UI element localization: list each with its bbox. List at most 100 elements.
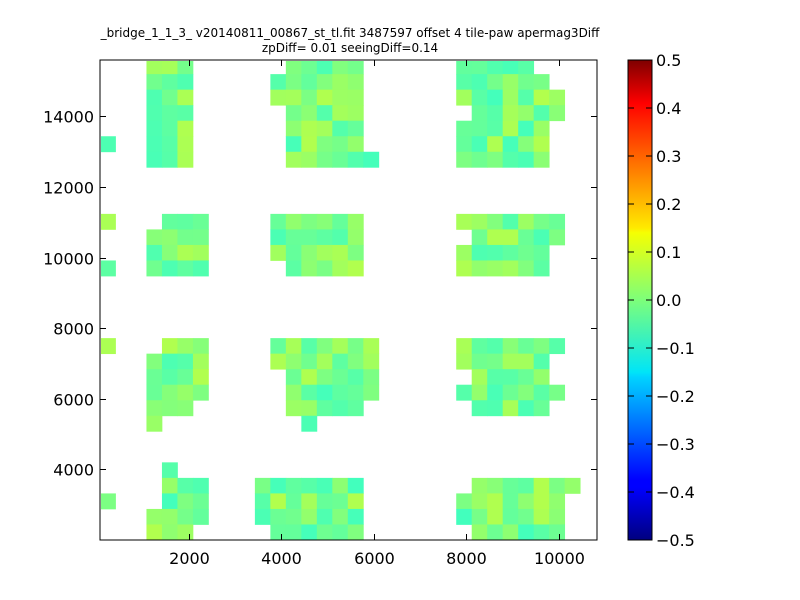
- heatmap-cell: [363, 384, 380, 401]
- heatmap-cell: [502, 105, 519, 122]
- colorbar-tick-label: 0.1: [656, 243, 681, 262]
- heatmap-cell: [347, 260, 364, 277]
- heatmap-cell: [332, 244, 349, 261]
- heatmap-cell: [270, 508, 287, 525]
- heatmap-cell: [254, 508, 271, 525]
- colorbar-tick-label: 0.0: [656, 291, 681, 310]
- heatmap-cell: [285, 400, 302, 417]
- heatmap-cell: [549, 89, 566, 106]
- heatmap-cell: [146, 229, 163, 246]
- heatmap-cell: [533, 136, 550, 153]
- heatmap-cell: [456, 244, 473, 261]
- heatmap-cell: [487, 244, 504, 261]
- heatmap-cell: [549, 213, 566, 230]
- heatmap-cell: [472, 43, 488, 59]
- heatmap-cell: [689, 59, 705, 75]
- heatmap-cell: [347, 229, 364, 246]
- heatmap-cell: [301, 61, 318, 75]
- heatmap-cell: [487, 74, 504, 91]
- heatmap-cell: [285, 384, 302, 401]
- heatmap-cell: [471, 120, 488, 137]
- y-tick-label: 8000: [53, 320, 94, 339]
- heatmap-cell: [177, 477, 194, 494]
- heatmap-cell: [332, 74, 349, 91]
- heatmap-cell: [192, 369, 209, 386]
- heatmap-cell: [533, 120, 550, 137]
- heatmap-cell: [177, 74, 194, 91]
- heatmap-cell: [192, 353, 209, 370]
- heatmap-cell: [192, 338, 209, 355]
- heatmap-cell: [689, 136, 705, 152]
- heatmap-cell: [301, 400, 318, 417]
- heatmap-cell: [285, 260, 302, 277]
- heatmap-cell: [549, 477, 566, 494]
- heatmap-cell: [704, 74, 720, 90]
- heatmap-cell: [301, 415, 318, 432]
- y-axis: 4000 6000 8000 10000 12000 14000: [43, 108, 597, 480]
- heatmap-cell: [689, 121, 705, 137]
- heatmap-cell: [704, 493, 720, 509]
- plot-frame: [99, 59, 598, 541]
- heatmap-cell: [471, 229, 488, 246]
- heatmap-cell: [502, 508, 519, 525]
- heatmap-cell: [611, 121, 627, 137]
- heatmap-cell: [161, 400, 178, 417]
- heatmap-cell: [471, 524, 488, 540]
- heatmap-cell: [502, 260, 519, 277]
- heatmap-cell: [689, 152, 705, 168]
- heatmap-cell: [146, 524, 163, 540]
- heatmap-cell: [502, 338, 519, 355]
- heatmap-cell: [146, 369, 163, 386]
- heatmap-cell: [146, 136, 163, 153]
- heatmap-cell: [487, 493, 504, 510]
- heatmap-cell: [658, 260, 674, 276]
- heatmap-cell: [456, 213, 473, 230]
- heatmap-cell: [161, 493, 178, 510]
- heatmap-cell: [177, 229, 194, 246]
- heatmap-cell: [518, 229, 535, 246]
- heatmap-cell: [146, 260, 163, 277]
- heatmap-cell: [285, 244, 302, 261]
- heatmap-cells: [101, 43, 720, 540]
- y-tick-label: 14000: [43, 108, 94, 127]
- heatmap-cell: [487, 400, 504, 417]
- heatmap-cell: [533, 213, 550, 230]
- heatmap-cell: [101, 213, 116, 230]
- heatmap-cell: [316, 524, 333, 540]
- heatmap-cell: [487, 213, 504, 230]
- heatmap-cell: [316, 369, 333, 386]
- heatmap-cell: [658, 121, 674, 137]
- heatmap-cell: [301, 120, 318, 137]
- heatmap-cell: [301, 260, 318, 277]
- heatmap-cell: [161, 89, 178, 106]
- heatmap-cell: [518, 508, 535, 525]
- heatmap-cell: [146, 74, 163, 91]
- heatmap-cell: [518, 260, 535, 277]
- x-tick-label: 6000: [354, 549, 395, 568]
- heatmap-cell: [347, 89, 364, 106]
- heatmap-cell: [161, 462, 178, 479]
- heatmap-cell: [177, 400, 194, 417]
- heatmap-cell: [177, 105, 194, 122]
- heatmap-cell: [363, 353, 380, 370]
- heatmap-cell: [518, 353, 535, 370]
- heatmap-cell: [254, 493, 271, 510]
- heatmap-cell: [363, 369, 380, 386]
- y-tick-label: 4000: [53, 461, 94, 480]
- heatmap-cell: [316, 136, 333, 153]
- heatmap-cell: [332, 61, 349, 75]
- heatmap-cell: [146, 120, 163, 137]
- heatmap-cell: [658, 369, 674, 385]
- x-tick-label: 8000: [446, 549, 487, 568]
- heatmap-cell: [549, 384, 566, 401]
- heatmap-cell: [471, 493, 488, 510]
- colorbar-tick-label: 0.2: [656, 195, 681, 214]
- heatmap-cell: [177, 260, 194, 277]
- heatmap-cell: [285, 74, 302, 91]
- heatmap-cell: [317, 43, 333, 59]
- heatmap-cell: [611, 493, 627, 509]
- heatmap-cell: [611, 105, 627, 121]
- heatmap-cell: [533, 477, 550, 494]
- heatmap-cell: [518, 213, 535, 230]
- heatmap-cell: [533, 338, 550, 355]
